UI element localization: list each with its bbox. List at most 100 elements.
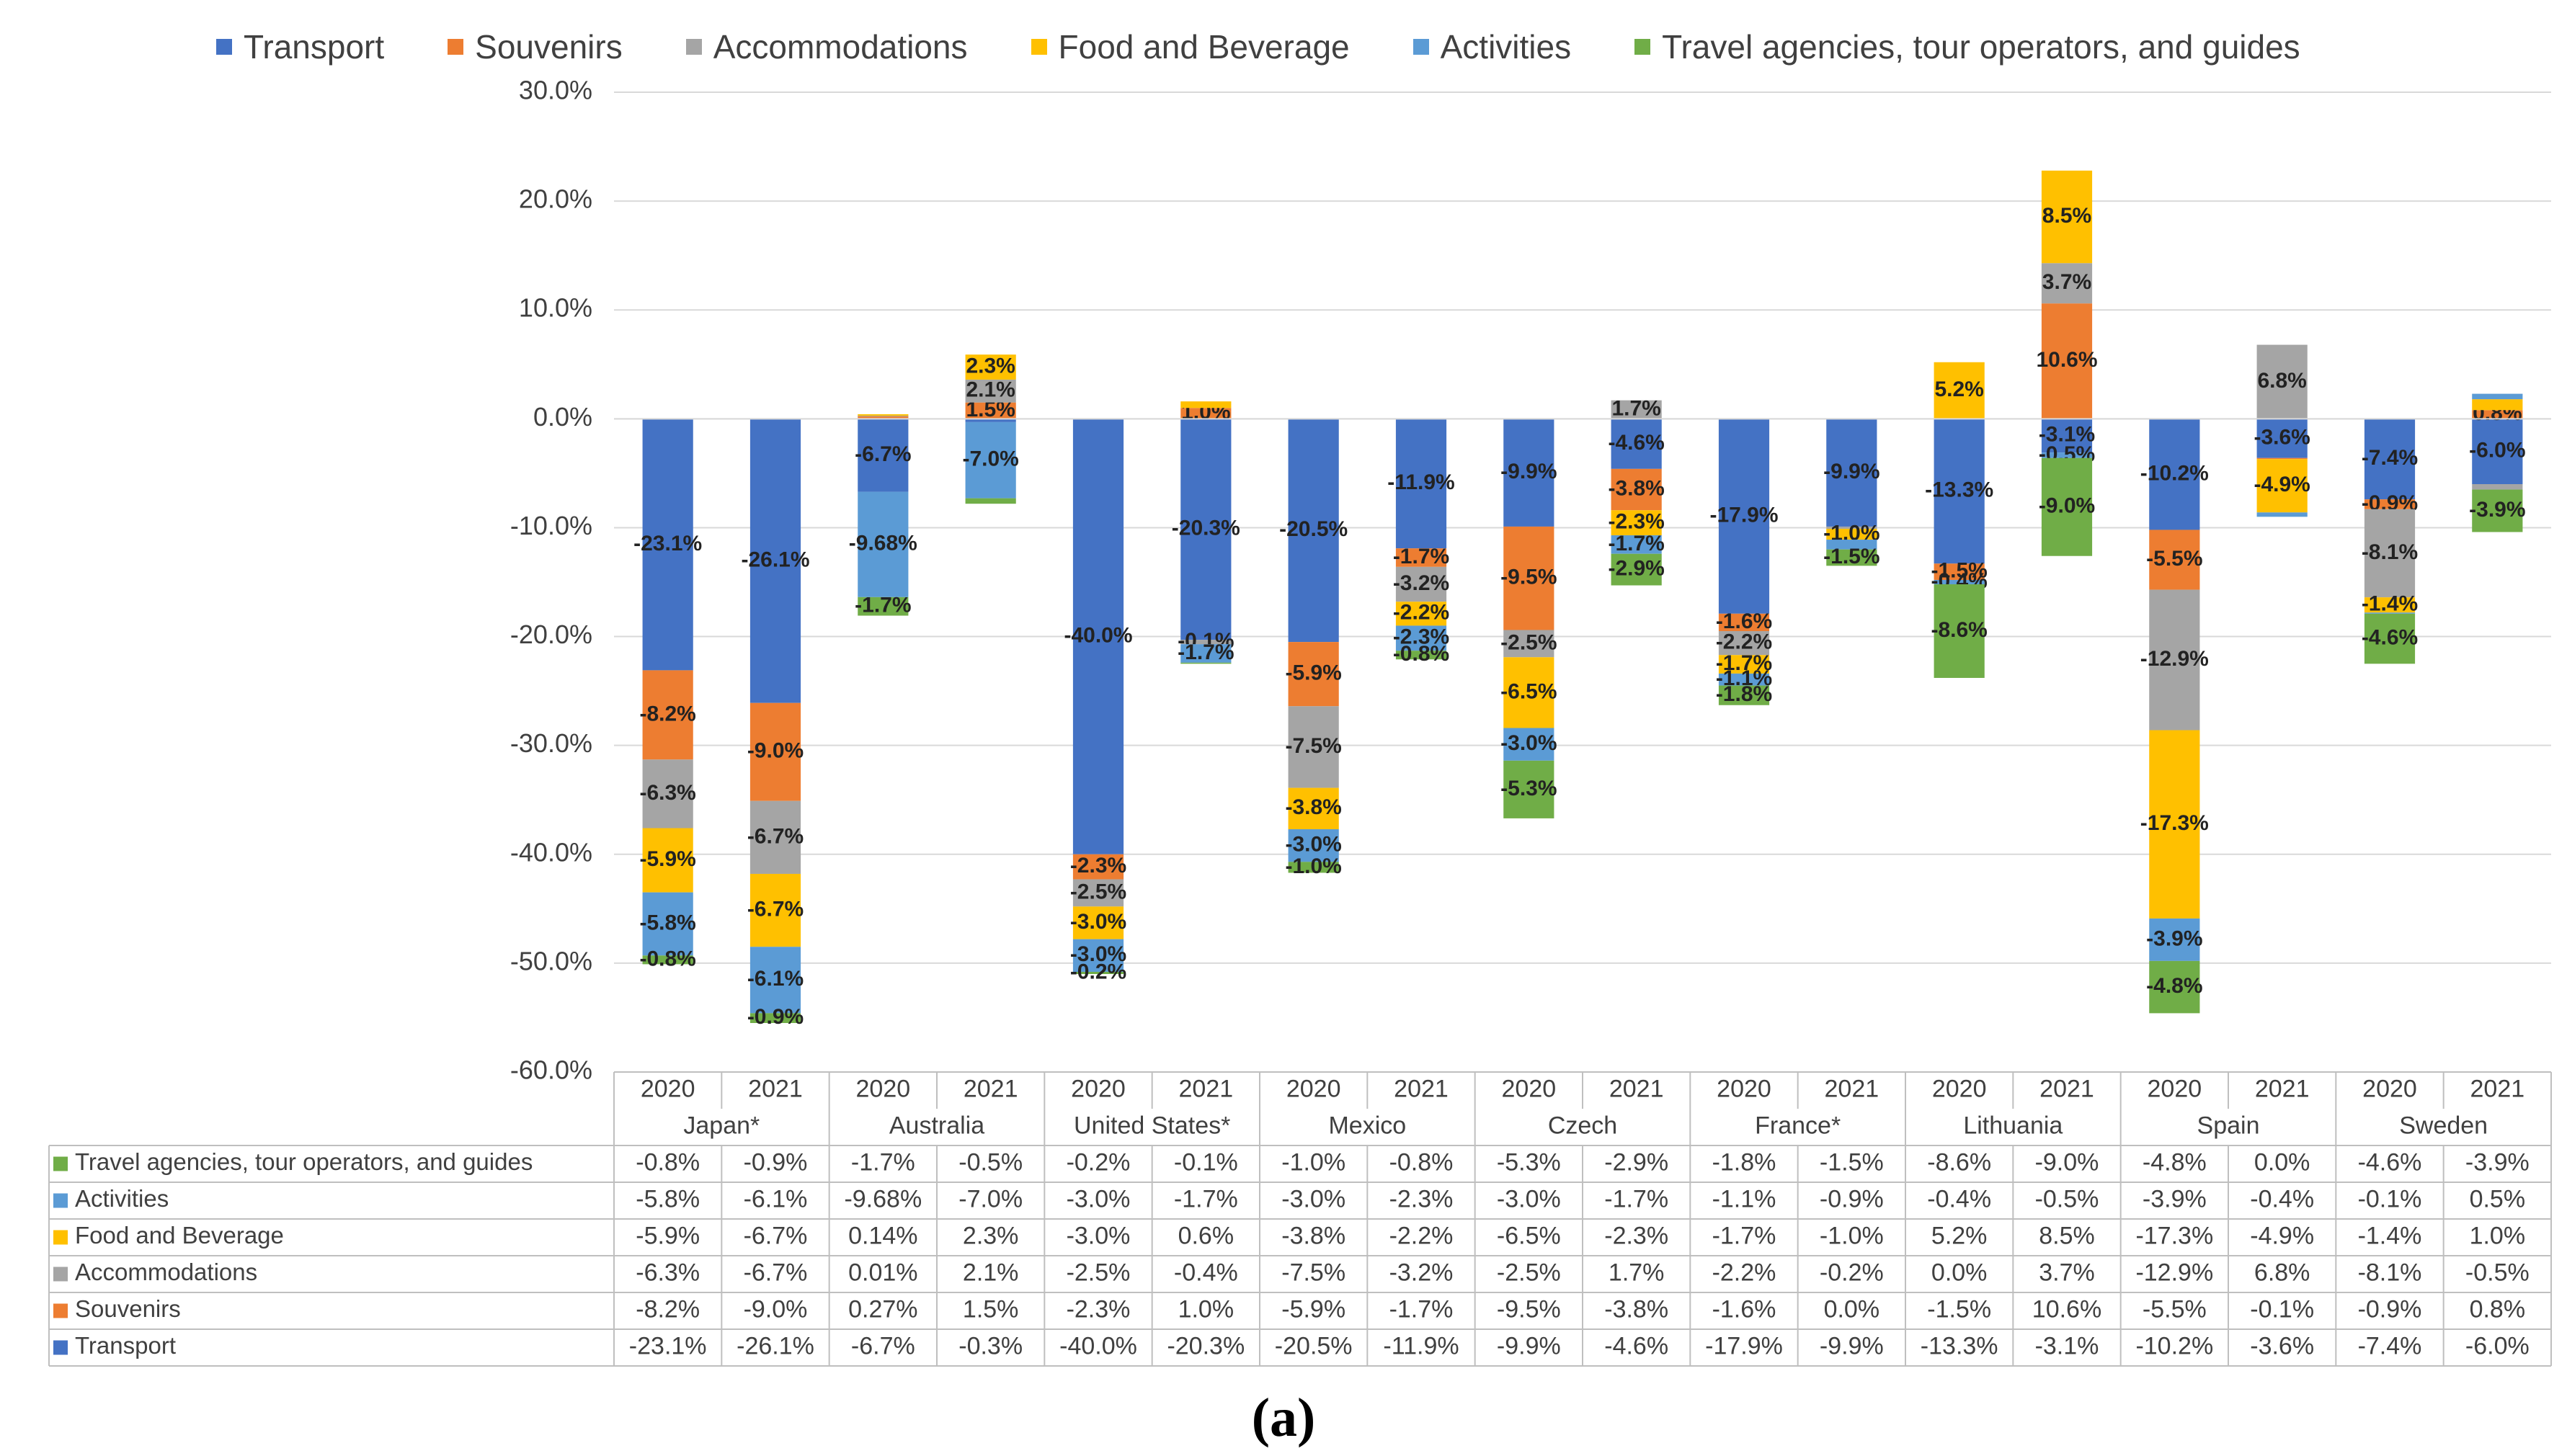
bar-data-label: -1.5% [1931,559,1987,583]
bar-data-label: -9.9% [1823,460,1879,483]
bar-data-label: -5.9% [639,847,695,871]
bar-data-label: -9.5% [1500,566,1557,589]
bar-data-label: -1.5% [1823,545,1879,568]
table-cell: -9.5% [1497,1295,1561,1323]
table-cell: 1.0% [1178,1295,1234,1323]
x-year-label: 2021 [1179,1075,1234,1102]
table-legend-swatch [53,1303,68,1318]
bar-segment-transport [749,419,801,703]
bar-data-label: -6.1% [747,967,804,991]
table-cell: -0.4% [2250,1185,2314,1212]
bar-data-label: -2.9% [1608,557,1664,581]
table-cell: -6.7% [744,1222,808,1249]
bar-data-label: 8.5% [2042,204,2091,228]
table-cell: -9.9% [1820,1332,1884,1359]
bar-segment-souvenirs [749,702,801,801]
table-cell: -1.7% [1174,1185,1238,1212]
bar-data-label: -1.6% [1716,609,1772,633]
table-row-label: Travel agencies, tour operators, and gui… [75,1148,533,1175]
y-tick-label: 10.0% [519,293,592,323]
bar-data-label: -6.7% [747,824,804,848]
x-group-label: Australia [889,1112,984,1139]
x-year-label: 2020 [1071,1075,1126,1102]
bar-segment-transport [2256,419,2308,458]
table-cell: -2.2% [1712,1259,1776,1286]
table-cell: -1.7% [1604,1185,1668,1212]
table-cell: -12.9% [2135,1259,2213,1286]
table-cell: -3.1% [2035,1332,2099,1359]
x-year-label: 2021 [1609,1075,1664,1102]
chart-svg: 30.0% 20.0% 10.0% 0.0% -10.0% -20.0% -30.0% -40… [48,76,2552,1367]
table-cell: -2.3% [1389,1185,1454,1212]
bar-segment-travel-agencies-tour-operators-and-guides [2472,489,2523,532]
x-year-label: 2021 [2470,1075,2525,1102]
legend-item-accommodations: Accommodations [685,27,968,66]
table-cell: 0.6% [1178,1222,1234,1249]
bar-segment-transport [1934,419,1985,564]
bar-segment-souvenirs [1180,408,1232,419]
bar-data-label: -6.0% [2469,439,2525,463]
x-year-label: 2020 [2362,1075,2417,1102]
x-year-label: 2020 [641,1075,695,1102]
table-cell: -6.7% [851,1332,915,1359]
bar-segment-travel-agencies-tour-operators-and-guides [1288,862,1339,873]
bar-data-label: -8.6% [1931,618,1987,642]
bar-segment-food-and-beverage [1072,906,1124,939]
table-cell: -0.2% [1067,1148,1131,1176]
y-tick-label: -30.0% [510,728,592,758]
table-cell: -1.1% [1712,1185,1776,1212]
bar-segment-activities [1826,540,1877,550]
x-group-label: France* [1755,1112,1841,1139]
table-cell: -7.5% [1281,1259,1345,1286]
table-cell: -3.0% [1067,1185,1131,1212]
table-cell: -23.1% [629,1332,707,1359]
bar-data-label: -20.3% [1172,517,1240,540]
x-group-label: Lithuania [1963,1112,2063,1139]
bar-segment-food-and-beverage [1288,787,1339,830]
bar-segment-accommodations [1826,526,1877,529]
bar-data-label: -0.8% [1393,642,1449,666]
bar-data-label: -23.1% [633,532,702,555]
bar-segment-food-and-beverage [2256,459,2308,513]
bar-segment-accommodations [2149,589,2200,731]
table-cell: -6.5% [1497,1222,1561,1249]
bar-segment-travel-agencies-tour-operators-and-guides [1072,971,1124,974]
table-cell: -1.7% [851,1148,915,1176]
bar-data-label: 6.8% [2257,369,2306,393]
table-cell: 1.0% [2470,1222,2526,1249]
bar-segment-souvenirs [1288,642,1339,707]
bar-segment-accommodations [1180,640,1232,645]
table-cell: 1.7% [1609,1259,1665,1286]
table-cell: -2.5% [1067,1259,1131,1286]
bar-data-label: -17.9% [1709,503,1778,527]
table-cell: 10.6% [2032,1295,2101,1323]
bar-segment-food-and-beverage [2149,730,2200,919]
bar-data-label: -3.8% [1285,795,1341,819]
y-tick-label: -10.0% [510,511,592,540]
bar-data-label: -6.7% [747,898,804,921]
bar-segment-travel-agencies-tour-operators-and-guides [642,955,693,965]
bar-segment-travel-agencies-tour-operators-and-guides [2149,960,2200,1014]
bar-segment-travel-agencies-tour-operators-and-guides [965,498,1016,504]
bar-data-label: -17.3% [2140,811,2209,835]
bar-data-label: -7.4% [2362,446,2418,470]
table-cell: -0.8% [1389,1148,1454,1176]
table-cell: -5.9% [1281,1295,1345,1323]
bar-data-label: -3.6% [2254,425,2310,449]
bar-data-label: -3.8% [1608,476,1664,500]
table-cell: -0.8% [636,1148,700,1176]
bar-segment-activities [858,491,909,597]
bar-data-label: 2.3% [966,354,1015,378]
table-legend-swatch [53,1156,68,1171]
table-cell: -20.5% [1275,1332,1353,1359]
table-cell: -4.9% [2250,1222,2314,1249]
y-tick-label: 20.0% [519,184,592,214]
bar-segment-travel-agencies-tour-operators-and-guides [1503,760,1554,818]
bar-segment-activities [2472,393,2523,400]
table-cell: -0.4% [1174,1259,1238,1286]
bar-segment-accommodations [1503,630,1554,658]
bar-segment-activities [1180,644,1232,663]
bar-segment-transport [1395,419,1447,549]
table-cell: 1.5% [963,1295,1019,1323]
table-cell: -11.9% [1383,1332,1459,1359]
